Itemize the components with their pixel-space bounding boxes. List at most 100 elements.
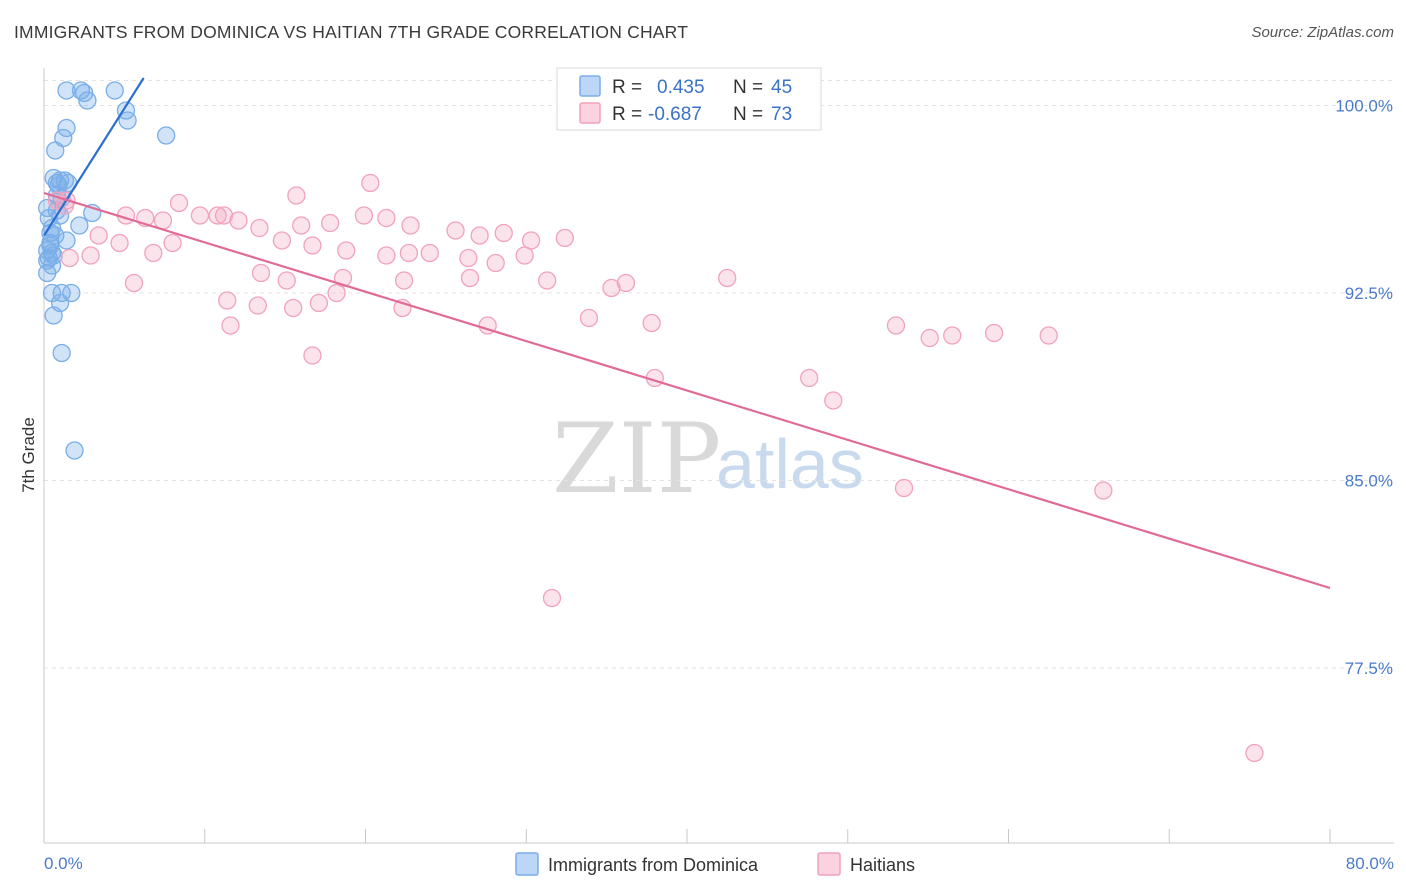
point-haitians bbox=[718, 268, 737, 288]
trend-line-haitians bbox=[43, 191, 1331, 590]
point-haitians bbox=[800, 368, 819, 388]
point-haitians bbox=[943, 326, 962, 345]
y-tick-labels: 77.5% 85.0% 92.5% 100.0% bbox=[1335, 97, 1393, 679]
point-haitians bbox=[287, 186, 306, 205]
y-tick-label: 77.5% bbox=[1345, 659, 1393, 678]
legend-r-label-dominica: R = bbox=[612, 77, 642, 98]
point-haitians bbox=[377, 208, 396, 228]
point-haitians bbox=[337, 241, 356, 260]
gridlines bbox=[44, 80, 1394, 669]
point-haitians bbox=[894, 478, 914, 498]
point-haitians bbox=[309, 293, 329, 313]
point-haitians bbox=[460, 268, 480, 288]
point-dominica bbox=[46, 141, 65, 160]
point-haitians bbox=[214, 206, 234, 225]
point-dominica bbox=[105, 81, 124, 100]
y-tick-label: 92.5% bbox=[1345, 284, 1393, 303]
point-dominica bbox=[55, 171, 75, 190]
point-haitians bbox=[153, 211, 173, 230]
point-dominica bbox=[44, 306, 63, 325]
point-haitians bbox=[459, 248, 478, 268]
point-haitians bbox=[394, 271, 414, 290]
point-haitians bbox=[89, 226, 108, 245]
point-haitians bbox=[251, 263, 271, 283]
point-haitians bbox=[470, 226, 489, 245]
legend-r-value-dominica: 0.435 bbox=[657, 77, 705, 98]
point-haitians bbox=[401, 216, 420, 235]
point-dominica bbox=[57, 118, 76, 138]
legend-swatch-haitians bbox=[579, 102, 601, 124]
legend-n-label-haitians: N = bbox=[733, 104, 763, 125]
point-haitians bbox=[81, 246, 100, 265]
point-dominica bbox=[57, 231, 76, 250]
point-haitians bbox=[284, 298, 303, 318]
point-haitians bbox=[320, 213, 340, 233]
point-haitians bbox=[616, 273, 636, 293]
point-haitians bbox=[327, 283, 346, 303]
point-haitians bbox=[303, 236, 322, 255]
point-haitians bbox=[250, 218, 269, 238]
point-dominica bbox=[52, 343, 71, 363]
bottom-legend-label-haitians: Haitians bbox=[850, 855, 915, 875]
point-haitians bbox=[303, 346, 322, 365]
point-haitians bbox=[446, 221, 465, 240]
point-dominica bbox=[38, 263, 57, 283]
point-haitians bbox=[555, 228, 574, 248]
point-haitians bbox=[354, 206, 374, 225]
chart-title: IMMIGRANTS FROM DOMINICA VS HAITIAN 7TH … bbox=[14, 22, 689, 42]
point-dominica bbox=[65, 441, 84, 460]
legend-r-label-haitians: R = bbox=[612, 104, 642, 125]
point-haitians bbox=[60, 248, 79, 268]
bottom-legend: Immigrants from Dominica Haitians bbox=[515, 852, 915, 876]
point-haitians bbox=[110, 233, 129, 253]
point-haitians bbox=[515, 246, 534, 265]
point-haitians bbox=[221, 316, 240, 335]
point-haitians bbox=[163, 233, 182, 253]
point-haitians bbox=[1039, 326, 1058, 345]
point-dominica bbox=[57, 81, 76, 100]
legend-frame bbox=[556, 67, 822, 131]
source-label: Source: ZipAtlas.com bbox=[1251, 24, 1394, 41]
point-dominica bbox=[157, 126, 176, 145]
point-haitians bbox=[420, 243, 439, 263]
point-haitians bbox=[1094, 481, 1113, 500]
point-haitians bbox=[542, 588, 562, 608]
point-haitians bbox=[218, 291, 237, 310]
point-dominica bbox=[41, 236, 60, 255]
point-haitians bbox=[984, 323, 1004, 343]
trend-lines bbox=[43, 77, 1331, 590]
watermark-atlas: atlas bbox=[716, 425, 864, 503]
point-haitians bbox=[579, 308, 599, 328]
point-haitians bbox=[292, 216, 311, 235]
legend-n-label-dominica: N = bbox=[733, 77, 763, 98]
watermark-zip: ZIP bbox=[552, 403, 721, 515]
y-axis-label: 7th Grade bbox=[19, 417, 38, 493]
point-haitians bbox=[208, 206, 227, 225]
point-haitians bbox=[824, 391, 843, 410]
point-haitians bbox=[920, 328, 939, 348]
y-tick-label: 85.0% bbox=[1345, 472, 1393, 491]
point-haitians bbox=[602, 278, 621, 298]
point-haitians bbox=[272, 231, 292, 250]
point-haitians bbox=[537, 271, 557, 290]
bottom-legend-label-dominica: Immigrants from Dominica bbox=[548, 855, 759, 875]
point-haitians bbox=[169, 193, 189, 213]
legend: R = 0.435 N = 45 R = -0.687 N = 73 bbox=[556, 67, 822, 131]
point-haitians bbox=[361, 173, 380, 193]
point-haitians bbox=[399, 243, 419, 263]
legend-n-value-dominica: 45 bbox=[771, 77, 792, 98]
point-haitians bbox=[229, 211, 248, 230]
point-haitians bbox=[277, 271, 296, 290]
point-dominica bbox=[78, 91, 97, 110]
point-dominica bbox=[71, 81, 91, 100]
point-haitians bbox=[190, 206, 210, 225]
point-haitians bbox=[494, 223, 513, 243]
legend-swatch-dominica bbox=[579, 75, 601, 97]
legend-r-value-haitians: -0.687 bbox=[648, 104, 702, 125]
point-haitians bbox=[124, 273, 144, 293]
point-dominica bbox=[70, 216, 89, 235]
point-haitians bbox=[642, 313, 661, 333]
bottom-legend-swatch-dominica bbox=[515, 852, 539, 876]
x-tick-label-max: 80.0% bbox=[1346, 854, 1394, 873]
